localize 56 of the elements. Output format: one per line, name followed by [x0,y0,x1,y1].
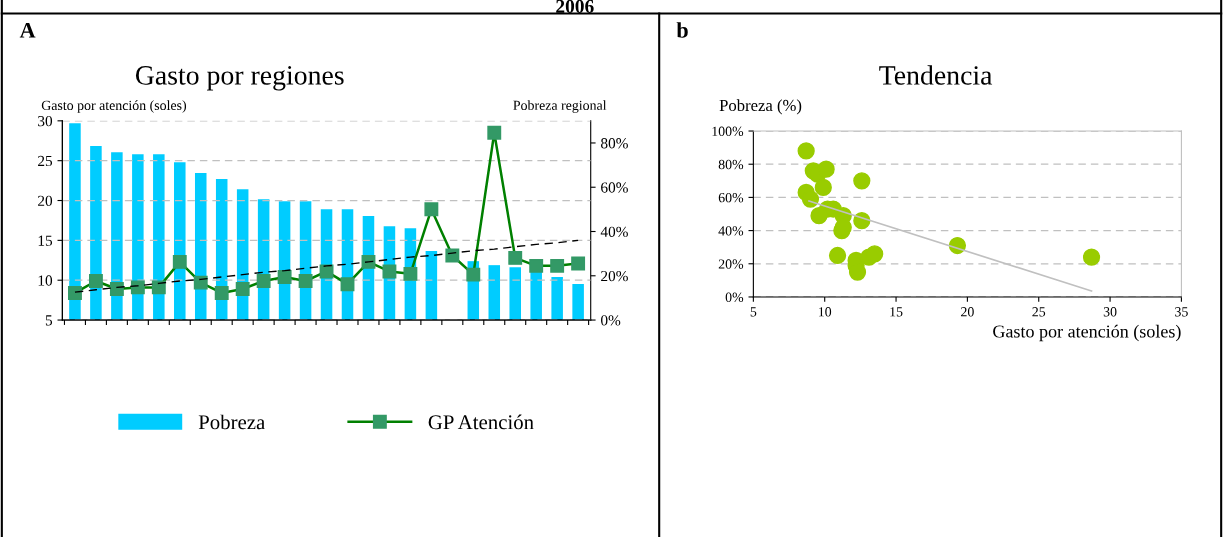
y-tick-label: 20% [718,259,744,269]
point [810,207,828,225]
y-axis-title: Gasto por atención (soles) [41,100,187,113]
y-tick-label: 100% [712,126,744,137]
text: 2006 [556,0,594,13]
x-tick-label: 35 [1175,307,1188,317]
y2-tick-label: 80% [601,138,628,149]
bar [132,154,144,321]
y-axis-title: Pobreza (%) [719,99,802,115]
bar [69,123,81,321]
point [797,142,815,160]
y-tick-label: 30 [38,115,53,127]
y-tick-label: 40% [718,226,744,236]
y2-tick-label: 0% [601,315,621,326]
point [817,160,835,178]
point [1082,248,1101,266]
y2-axis-title: Pobreza regional [513,100,607,113]
y2-tick-label: 40% [600,226,628,238]
x-tick-label: 15 [890,307,903,317]
text: b [676,22,688,38]
text: A [19,22,36,38]
x-tick-label: 30 [1103,307,1117,317]
x-tick-label: 5 [750,307,757,317]
bar [90,146,102,321]
point [828,246,847,265]
bar [509,267,521,321]
bar [488,265,501,321]
chart-title: Gasto por regiones [135,66,344,91]
bar [425,250,438,321]
x-tick-label: 10 [818,307,832,317]
point [866,245,884,263]
y-tick-label: 10 [38,275,53,286]
chart-title: Tendencia [879,65,993,85]
bar [572,283,584,321]
y2-tick-label: 20% [601,270,628,282]
bar [174,162,186,321]
y-tick-label: 25 [38,155,53,167]
x-tick-label: 25 [1032,307,1046,317]
bar [153,154,165,321]
x-axis-title: Gasto por atención (soles) [993,324,1181,342]
y-tick-label: 80% [718,159,744,170]
y2-tick-label: 60% [601,182,628,193]
point [853,172,871,190]
x-tick-label: 20 [961,307,974,317]
y-tick-label: 60% [718,192,744,203]
bar [551,277,563,321]
y-tick-label: 5 [45,315,53,326]
point [814,178,832,197]
y-tick-label: 0% [725,292,744,302]
point [801,190,820,208]
y-tick-label: 20 [38,195,53,206]
bar [111,152,123,321]
legend-label: GP Atención [428,414,534,430]
y-tick-label: 15 [38,235,53,246]
legend-label: Pobreza [198,414,265,430]
bar [194,173,207,321]
